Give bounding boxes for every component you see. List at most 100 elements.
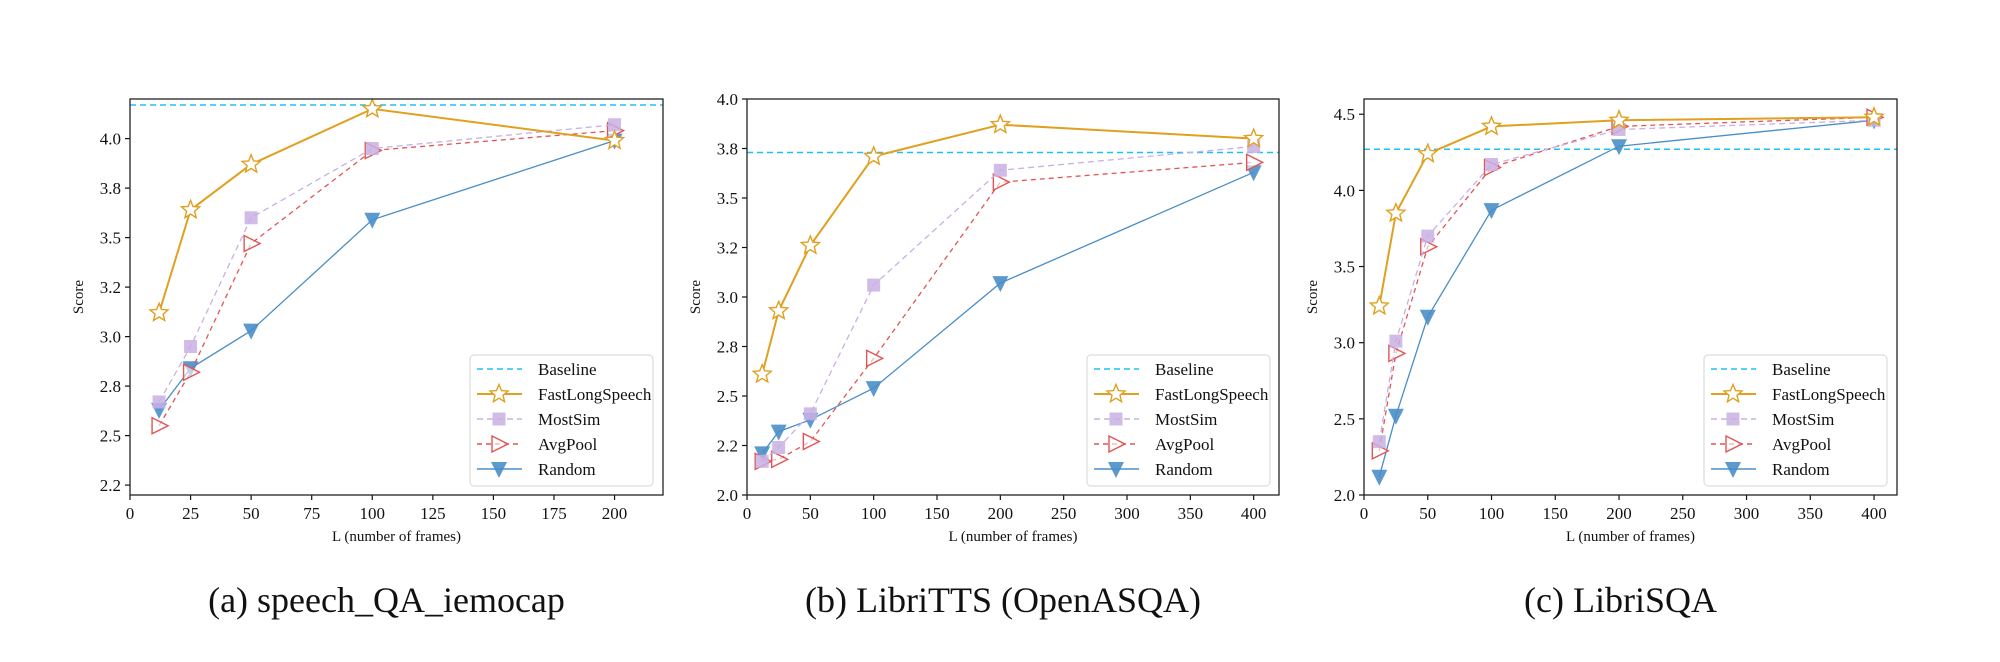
data-point [365, 142, 379, 155]
y-tick-label: 4.0 [1334, 181, 1355, 200]
data-point [751, 362, 773, 384]
data-point [1419, 309, 1436, 326]
subplot-caption: (b) LibriTTS (OpenASQA) [805, 580, 1201, 620]
series-line [1378, 119, 1875, 442]
legend-label: Baseline [1772, 360, 1831, 379]
data-point [364, 212, 381, 229]
x-tick-label: 100 [1479, 504, 1505, 523]
data-point [1483, 203, 1500, 220]
legend-label: Random [1155, 460, 1213, 479]
y-tick-label: 3.0 [1334, 334, 1355, 353]
series-line [1378, 116, 1875, 307]
data-point [151, 416, 170, 435]
y-tick-label: 2.8 [100, 377, 121, 396]
data-point [1372, 435, 1386, 449]
data-point [184, 340, 198, 353]
x-tick-label: 25 [182, 504, 199, 523]
subplot-caption: (c) LibriSQA [1524, 580, 1717, 620]
x-tick-label: 400 [1241, 504, 1267, 523]
series-line [158, 107, 615, 314]
series-line [761, 171, 1254, 454]
data-point [993, 163, 1007, 177]
x-tick-label: 100 [861, 504, 887, 523]
legend-marker [491, 462, 507, 478]
legend-entry-fastlongspeech: FastLongSpeech [1711, 382, 1886, 404]
data-point [772, 440, 786, 454]
y-tick-label: 3.0 [717, 288, 738, 307]
y-tick-label: 3.5 [717, 189, 738, 208]
data-point [1416, 142, 1439, 164]
series-line [761, 123, 1254, 375]
data-point [243, 234, 262, 253]
legend-label: Random [538, 460, 596, 479]
y-tick-label: 2.0 [1334, 486, 1355, 505]
legend-label: MostSim [538, 410, 600, 429]
data-point [1421, 229, 1435, 243]
y-tick-label: 3.2 [100, 278, 121, 297]
data-point [754, 446, 771, 463]
x-tick-label: 150 [1543, 504, 1569, 523]
subplot-2: 0 50 100 150 200 250 300 350 400 2.0 2.5 3.0 3.5 4.0 4… [1305, 98, 1898, 620]
y-tick-label: 3.8 [100, 179, 121, 198]
legend-marker [492, 412, 506, 426]
legend-entry-baseline: Baseline [1094, 360, 1214, 379]
legend-entry-avgpool: AvgPool [1711, 434, 1831, 454]
data-point [182, 363, 202, 382]
x-tick-label: 50 [802, 504, 819, 523]
y-tick-label: 2.0 [717, 486, 738, 505]
data-point [767, 299, 790, 320]
data-point [770, 450, 790, 469]
data-point [179, 198, 202, 220]
legend-label: Baseline [1155, 360, 1214, 379]
data-point [1480, 115, 1503, 136]
legend-entry-mostsim: MostSim [1094, 410, 1217, 429]
legend-marker [1726, 412, 1740, 426]
data-point [989, 113, 1012, 134]
y-tick-label: 2.5 [1334, 410, 1355, 429]
data-point [1245, 153, 1265, 172]
legend-entry-mostsim: MostSim [477, 410, 600, 429]
y-tick-label: 3.5 [100, 229, 121, 248]
y-tick-label: 2.5 [717, 387, 738, 406]
data-point [867, 278, 881, 292]
legend: Baseline FastLongSpeech MostSim AvgPool Rand… [469, 354, 654, 487]
data-point [992, 173, 1011, 192]
x-tick-label: 0 [1360, 504, 1369, 523]
data-point [865, 381, 882, 398]
legend-entry-random: Random [477, 460, 596, 479]
data-point [1387, 408, 1404, 425]
subplot-1: 0 50 100 150 200 250 300 350 400 2.0 2.2 2.5 2.8 3.0 3… [688, 90, 1280, 620]
data-point [1385, 201, 1407, 223]
legend-marker [1725, 434, 1744, 454]
series-mostsim [755, 140, 1261, 468]
data-point [1485, 157, 1499, 171]
x-tick-label: 350 [1178, 504, 1204, 523]
data-point [1389, 334, 1403, 348]
y-tick-label: 4.5 [1334, 105, 1355, 124]
legend-marker [1725, 462, 1741, 478]
y-axis-label: Score [688, 280, 704, 314]
data-point [803, 407, 817, 421]
data-point [802, 432, 821, 451]
legend-entry-fastlongspeech: FastLongSpeech [1094, 382, 1269, 404]
legend-entry-mostsim: MostSim [1711, 410, 1834, 429]
y-tick-label: 2.2 [100, 476, 121, 495]
x-tick-label: 75 [303, 504, 320, 523]
x-tick-label: 200 [988, 504, 1014, 523]
y-tick-label: 2.2 [717, 437, 738, 456]
legend-label: AvgPool [1155, 435, 1214, 454]
legend: Baseline FastLongSpeech MostSim AvgPool Rand… [1086, 354, 1271, 487]
legend-marker [1108, 462, 1124, 478]
x-tick-label: 200 [1606, 504, 1632, 523]
data-point [862, 145, 885, 166]
x-tick-label: 50 [1419, 504, 1436, 523]
x-tick-label: 350 [1798, 504, 1824, 523]
x-tick-label: 150 [924, 504, 950, 523]
x-tick-label: 300 [1734, 504, 1760, 523]
x-tick-label: 125 [420, 504, 446, 523]
data-point [770, 424, 787, 441]
data-point [1420, 237, 1439, 256]
data-point [361, 97, 384, 119]
data-point [799, 234, 822, 255]
legend-label: AvgPool [1772, 435, 1831, 454]
